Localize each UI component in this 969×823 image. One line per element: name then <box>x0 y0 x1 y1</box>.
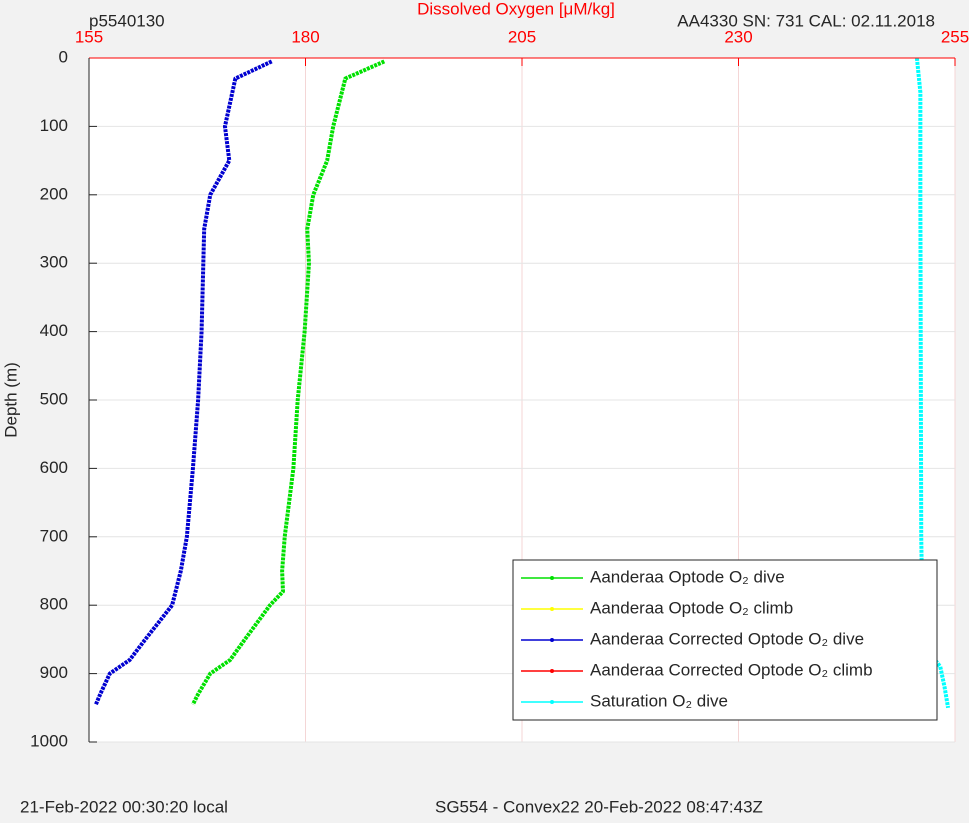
x-tick-label: 255 <box>941 27 969 46</box>
x-tick-label: 205 <box>508 27 536 46</box>
legend-label: Aanderaa Corrected Optode O₂ dive <box>590 629 864 648</box>
y-tick-label: 600 <box>40 458 68 477</box>
y-tick-label: 800 <box>40 595 68 614</box>
y-tick-label: 400 <box>40 321 68 340</box>
chart-title: Dissolved Oxygen [μM/kg] <box>417 0 615 18</box>
y-tick-label: 300 <box>40 253 68 272</box>
x-tick-label: 180 <box>291 27 319 46</box>
legend-label: Aanderaa Optode O₂ dive <box>590 567 785 586</box>
legend-marker <box>550 669 554 673</box>
y-tick-label: 200 <box>40 184 68 203</box>
y-tick-label: 700 <box>40 526 68 545</box>
legend-label: Aanderaa Corrected Optode O₂ climb <box>590 660 873 679</box>
x-tick-label: 155 <box>75 27 103 46</box>
legend-box <box>512 559 938 721</box>
legend-marker <box>550 638 554 642</box>
legend-marker <box>550 607 554 611</box>
y-tick-label: 1000 <box>30 731 68 750</box>
profile-line <box>191 59 386 706</box>
footer-left: 21-Feb-2022 00:30:20 local <box>20 797 228 816</box>
corner-left: p5540130 <box>89 11 165 30</box>
y-tick-label: 900 <box>40 663 68 682</box>
corner-right: AA4330 SN: 731 CAL: 02.11.2018 <box>677 11 935 30</box>
profile-line <box>94 59 273 706</box>
footer-right: SG554 - Convex22 20-Feb-2022 08:47:43Z <box>435 797 763 816</box>
y-tick-label: 500 <box>40 389 68 408</box>
legend-label: Saturation O₂ dive <box>590 691 728 710</box>
legend-marker <box>550 576 554 580</box>
x-tick-label: 230 <box>724 27 752 46</box>
legend-marker <box>550 700 554 704</box>
y-tick-label: 0 <box>59 47 68 66</box>
y-tick-label: 100 <box>40 116 68 135</box>
legend-label: Aanderaa Optode O₂ climb <box>590 598 793 617</box>
y-axis-label: Depth (m) <box>1 362 20 438</box>
